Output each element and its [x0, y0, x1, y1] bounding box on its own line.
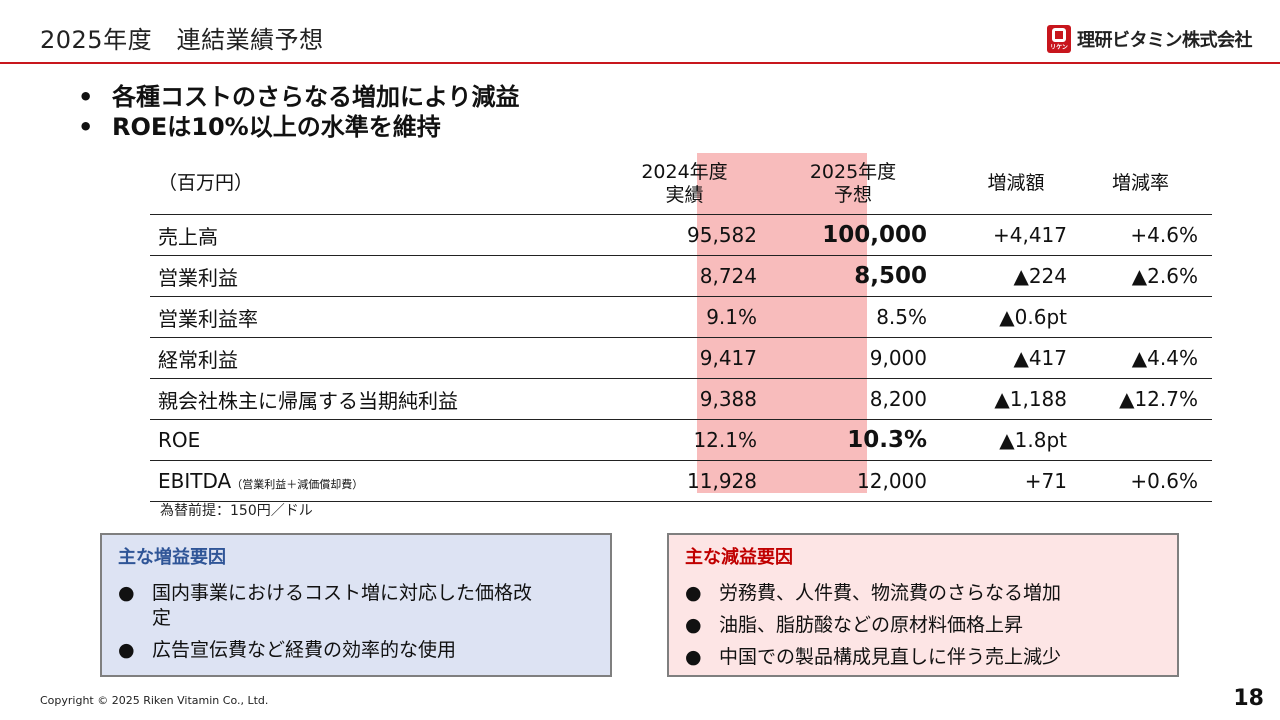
change-rate-value: ▲4.4% — [1131, 346, 1198, 370]
fy2025-header-line1: 2025年度 — [809, 160, 897, 183]
change-value: ▲0.6pt — [999, 305, 1067, 329]
bullet-icon: ● — [118, 639, 135, 661]
change-rate-value: ▲2.6% — [1131, 264, 1198, 288]
key-point: • ROEは10%以上の水準を維持 — [78, 112, 520, 142]
row-label: 親会社株主に帰属する当期純利益 — [158, 388, 458, 413]
copyright-notice: Copyright © 2025 Riken Vitamin Co., Ltd. — [40, 694, 269, 707]
fy2025-header-line2: 予想 — [833, 183, 872, 206]
list-item: ● 労務費、人件費、物流費のさらなる増加 — [685, 581, 1161, 606]
change-value: ▲417 — [1013, 346, 1067, 370]
row-label: EBITDA — [158, 469, 232, 493]
riken-logo-icon: リケン — [1047, 25, 1071, 53]
change-rate-value: ▲12.7% — [1119, 387, 1198, 411]
list-item: ● 油脂、脂肪酸などの原材料価格上昇 — [685, 613, 1161, 638]
list-item-text: 国内事業におけるコスト増に対応した価格改定 — [152, 582, 533, 629]
row-label: 営業利益 — [158, 265, 238, 290]
table-header-row: （百万円） 2024年度 実績 2025年度 予想 増減額 増減率 — [150, 153, 1212, 215]
key-points: • 各種コストのさらなる増加により減益 • ROEは10%以上の水準を維持 — [78, 82, 520, 142]
change-value: ▲1.8pt — [999, 428, 1067, 452]
fy2025-value: 9,000 — [869, 346, 927, 370]
fy2024-header-line1: 2024年度 — [641, 160, 728, 183]
list-item-text: 労務費、人件費、物流費のさらなる増加 — [719, 582, 1062, 604]
change-value: +71 — [1024, 469, 1067, 493]
table-row: ROE 12.1% 10.3% ▲1.8pt — [150, 419, 1212, 461]
row-label: ROE — [158, 428, 201, 452]
table-row: EBITDA（営業利益＋減価償却費） 11,928 12,000 +71 +0.… — [150, 460, 1212, 502]
change-rate-header: 増減率 — [1111, 172, 1169, 194]
logo-text: 理研ビタミン株式会社 — [1077, 30, 1253, 51]
change-rate-value — [1075, 297, 1212, 338]
change-value: +4,417 — [992, 223, 1067, 247]
row-label: 経常利益 — [158, 347, 238, 372]
title-divider — [0, 62, 1280, 64]
change-rate-value — [1075, 420, 1212, 461]
page-number: 18 — [1233, 686, 1264, 711]
change-rate-value: +0.6% — [1130, 469, 1198, 493]
fy2025-value: 100,000 — [822, 222, 927, 248]
row-label: 営業利益率 — [158, 306, 258, 331]
key-point: • 各種コストのさらなる増加により減益 — [78, 82, 520, 112]
bullet-icon: ● — [685, 614, 702, 636]
list-item-text: 油脂、脂肪酸などの原材料価格上昇 — [719, 614, 1024, 636]
key-point-text: 各種コストのさらなる増加により減益 — [112, 83, 520, 111]
table-row: 親会社株主に帰属する当期純利益 9,388 8,200 ▲1,188 ▲12.7… — [150, 378, 1212, 420]
fy2024-value: 95,582 — [687, 223, 757, 247]
fy2025-value: 10.3% — [847, 427, 927, 453]
fy2024-value: 9,388 — [699, 387, 757, 411]
fy2024-header-line2: 実績 — [665, 183, 704, 206]
exchange-rate-note: 為替前提：150円／ドル — [160, 503, 313, 519]
list-item: ● 中国での製品構成見直しに伴う売上減少 — [685, 645, 1161, 670]
fy2025-value: 8,200 — [869, 387, 927, 411]
company-logo: リケン 理研ビタミン株式会社 — [1047, 24, 1253, 54]
bullet-icon: ● — [118, 582, 135, 604]
page-title: 2025年度 連結業績予想 — [40, 26, 324, 54]
logo-mark-text: リケン — [1050, 44, 1068, 51]
unit-header: （百万円） — [158, 172, 254, 194]
increase-factors-box: 主な増益要因 ● 国内事業におけるコスト増に対応した価格改定 ● 広告宣伝費など… — [100, 533, 612, 677]
change-header: 増減額 — [987, 172, 1045, 194]
key-point-text: ROEは10%以上の水準を維持 — [112, 113, 441, 141]
decrease-factors-title: 主な減益要因 — [685, 547, 793, 568]
row-label-cell: EBITDA（営業利益＋減価償却費） — [150, 461, 552, 502]
fy2024-value: 9.1% — [706, 305, 757, 329]
forecast-column-highlight — [697, 153, 867, 493]
table-row: 営業利益 8,724 8,500 ▲224 ▲2.6% — [150, 255, 1212, 297]
increase-factors-title: 主な増益要因 — [118, 547, 226, 568]
row-label-note: （営業利益＋減価償却費） — [231, 478, 364, 491]
fy2025-header: 2025年度 予想 — [765, 153, 957, 215]
fy2024-value: 8,724 — [699, 264, 757, 288]
list-item: ● 国内事業におけるコスト増に対応した価格改定 — [118, 581, 594, 631]
list-item-text: 広告宣伝費など経費の効率的な使用 — [152, 639, 457, 661]
fy2025-value: 8,500 — [854, 263, 927, 289]
bullet-icon: • — [78, 113, 94, 141]
table-row: 売上高 95,582 100,000 +4,417 +4.6% — [150, 214, 1212, 256]
fy2024-header: 2024年度 実績 — [552, 153, 765, 215]
bullet-icon: ● — [685, 582, 702, 604]
earnings-forecast-table: （百万円） 2024年度 実績 2025年度 予想 増減額 増減率 売上高 95… — [150, 153, 1212, 502]
table-row: 営業利益率 9.1% 8.5% ▲0.6pt — [150, 296, 1212, 338]
fy2024-value: 9,417 — [699, 346, 757, 370]
fy2024-value: 11,928 — [687, 469, 757, 493]
row-label: 売上高 — [158, 224, 218, 249]
fy2025-value: 12,000 — [857, 469, 927, 493]
list-item: ● 広告宣伝費など経費の効率的な使用 — [118, 638, 594, 663]
decrease-factors-list: ● 労務費、人件費、物流費のさらなる増加 ● 油脂、脂肪酸などの原材料価格上昇 … — [685, 581, 1161, 670]
increase-factors-list: ● 国内事業におけるコスト増に対応した価格改定 ● 広告宣伝費など経費の効率的な… — [118, 581, 594, 663]
decrease-factors-box: 主な減益要因 ● 労務費、人件費、物流費のさらなる増加 ● 油脂、脂肪酸などの原… — [667, 533, 1179, 677]
change-value: ▲224 — [1013, 264, 1067, 288]
bullet-icon: ● — [685, 646, 702, 668]
change-value: ▲1,188 — [994, 387, 1067, 411]
change-rate-value: +4.6% — [1130, 223, 1198, 247]
table-row: 経常利益 9,417 9,000 ▲417 ▲4.4% — [150, 337, 1212, 379]
fy2024-value: 12.1% — [693, 428, 757, 452]
fy2025-value: 8.5% — [876, 305, 927, 329]
bullet-icon: • — [78, 83, 94, 111]
list-item-text: 中国での製品構成見直しに伴う売上減少 — [719, 646, 1062, 668]
